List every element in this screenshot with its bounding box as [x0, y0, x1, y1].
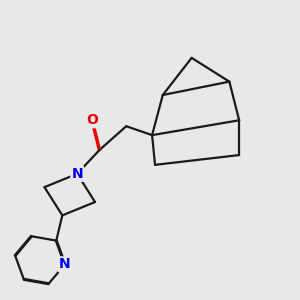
Text: O: O	[86, 113, 98, 127]
Text: N: N	[59, 257, 71, 272]
Text: N: N	[71, 167, 83, 181]
